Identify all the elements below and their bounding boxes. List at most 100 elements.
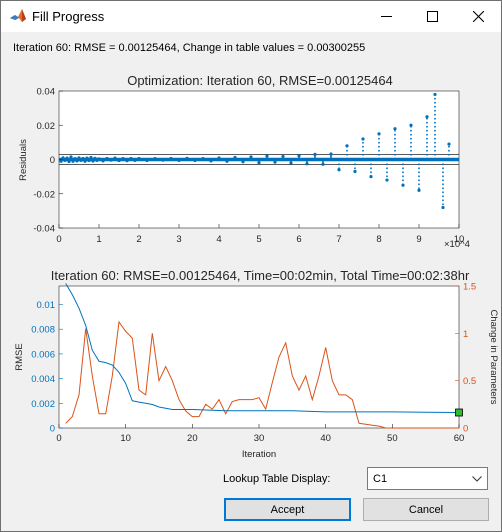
x-tick-label: 0 xyxy=(56,234,61,245)
residual-point xyxy=(65,156,69,160)
residual-point xyxy=(93,156,97,160)
residual-point xyxy=(249,155,253,159)
residual-point xyxy=(409,123,413,127)
x-tick-label: 9 xyxy=(416,234,421,245)
residual-point xyxy=(71,159,75,163)
residual-point xyxy=(185,156,189,160)
residual-point xyxy=(105,156,109,161)
x-axis-label: Iteration xyxy=(242,449,276,460)
matlab-logo-icon xyxy=(10,9,26,22)
residual-point xyxy=(161,158,165,162)
residual-point xyxy=(441,205,445,210)
residual-point xyxy=(297,154,301,158)
residual-point xyxy=(313,152,317,156)
residual-point xyxy=(425,115,429,119)
close-button[interactable] xyxy=(455,1,501,32)
residual-point xyxy=(289,161,293,165)
residual-point xyxy=(385,178,389,182)
residual-point xyxy=(101,159,105,163)
y-tick-label: 0 xyxy=(50,424,55,435)
residual-point xyxy=(109,158,113,162)
x-tick-label: 5 xyxy=(256,234,261,245)
residual-point xyxy=(177,158,181,162)
residual-point xyxy=(97,157,101,161)
chart-title: Iteration 60: RMSE=0.00125464, Time=00:0… xyxy=(51,268,470,283)
residual-point xyxy=(153,157,157,161)
residual-point xyxy=(73,157,77,161)
lookup-table-display-label: Lookup Table Display: xyxy=(223,473,331,485)
residual-point xyxy=(85,156,89,160)
residuals-points xyxy=(59,92,451,210)
x-tick-label: 10 xyxy=(454,234,465,245)
x-exponent-label: ×10^4 xyxy=(444,239,470,250)
residual-point xyxy=(401,183,405,187)
residual-point xyxy=(63,158,67,162)
chevron-down-icon[interactable] xyxy=(468,469,485,488)
y2-tick-label: 1.5 xyxy=(463,282,476,293)
residual-point xyxy=(169,156,173,161)
residual-point xyxy=(145,158,149,163)
x-tick-label: 40 xyxy=(320,433,331,444)
lookup-table-select[interactable]: C1 xyxy=(367,467,488,490)
residual-point xyxy=(81,156,85,161)
x-tick-label: 8 xyxy=(376,234,381,245)
x-tick-label: 10 xyxy=(120,433,131,444)
maximize-button[interactable] xyxy=(409,1,455,32)
residual-point xyxy=(117,158,121,163)
y-tick-label: 0.02 xyxy=(37,121,56,132)
minimize-button[interactable] xyxy=(363,1,409,32)
residual-point xyxy=(369,175,373,179)
chart-title: Optimization: Iteration 60, RMSE=0.00125… xyxy=(127,73,393,88)
residual-point xyxy=(113,156,117,160)
y-tick-label: -0.02 xyxy=(33,189,55,200)
y-tick-label: 0.002 xyxy=(31,399,55,410)
residual-point xyxy=(69,155,73,159)
residual-point xyxy=(257,160,261,165)
accept-button[interactable]: Accept xyxy=(224,498,351,521)
residual-point xyxy=(305,162,309,166)
residual-point xyxy=(209,159,213,163)
y2-tick-label: 0 xyxy=(463,424,468,435)
x-tick-label: 1 xyxy=(96,234,101,245)
residual-point xyxy=(59,159,63,163)
cancel-button[interactable]: Cancel xyxy=(363,498,489,521)
residual-point xyxy=(361,137,365,141)
residual-point xyxy=(129,156,133,161)
residual-point xyxy=(137,156,141,161)
residual-point xyxy=(121,157,125,161)
x-tick-label: 6 xyxy=(296,234,301,245)
minimize-icon xyxy=(380,16,392,17)
y-axis-label: Residuals xyxy=(18,139,29,181)
title-bar[interactable]: Fill Progress xyxy=(1,1,501,32)
plots-area: Optimization: Iteration 60, RMSE=0.00125… xyxy=(14,73,499,460)
residual-point xyxy=(83,159,87,163)
y-tick-label: 0.04 xyxy=(37,87,56,98)
residual-point xyxy=(353,169,357,174)
y2-tick-label: 0.5 xyxy=(463,376,476,387)
y-tick-label: 0 xyxy=(50,155,55,166)
rmse-axes xyxy=(58,285,460,429)
status-message: Iteration 60: RMSE = 0.00125464, Change … xyxy=(13,42,366,54)
x-tick-label: 0 xyxy=(56,433,61,444)
residual-point xyxy=(417,188,421,192)
y2-tick-label: 1 xyxy=(463,329,468,340)
change-in-parameters-line xyxy=(65,320,459,429)
y-tick-label: 0.006 xyxy=(31,349,55,360)
residual-point xyxy=(79,158,83,162)
x-tick-label: 7 xyxy=(336,234,341,245)
residual-point xyxy=(225,159,229,163)
y2-axis-label: Change in Parameters xyxy=(488,309,499,404)
y-axis-label: RMSE xyxy=(14,343,25,370)
window-title: Fill Progress xyxy=(32,9,105,24)
x-tick-label: 30 xyxy=(254,433,265,444)
y-tick-label: 0.01 xyxy=(37,300,56,311)
x-tick-label: 3 xyxy=(176,234,181,245)
rmse-line xyxy=(65,283,460,413)
residual-point xyxy=(133,158,137,162)
residual-point xyxy=(67,159,71,164)
residual-point xyxy=(265,154,269,158)
residual-point xyxy=(345,144,349,148)
residual-point xyxy=(193,158,197,163)
x-tick-label: 20 xyxy=(187,433,198,444)
